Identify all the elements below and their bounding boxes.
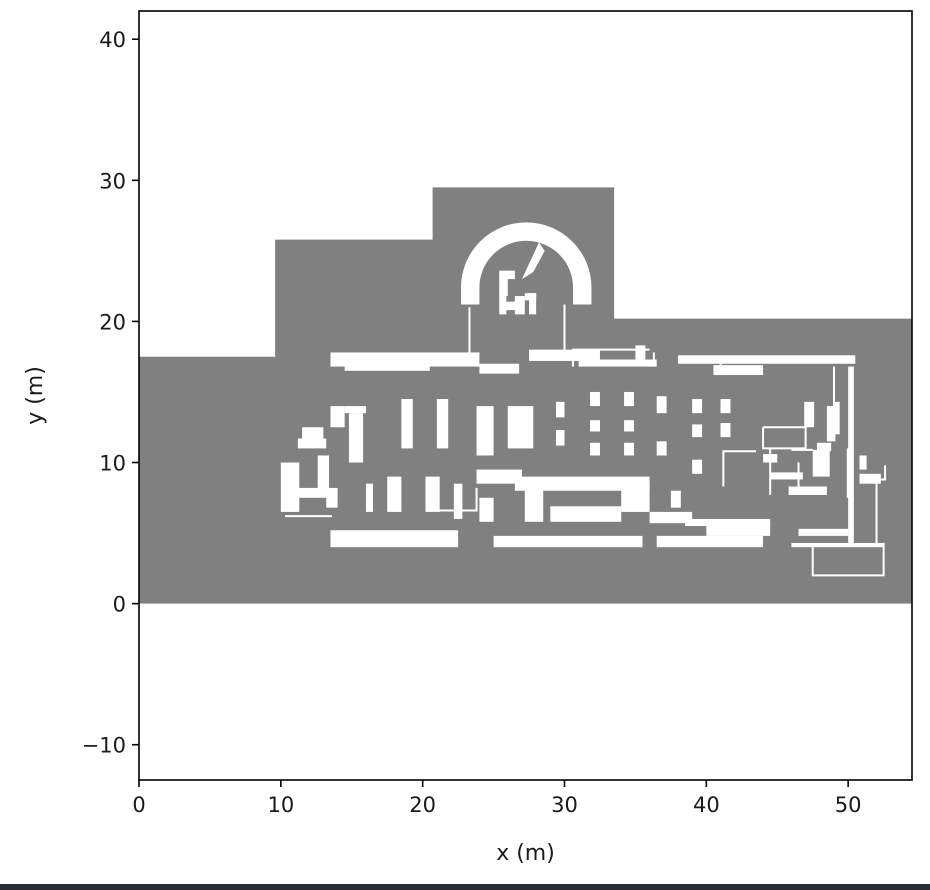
arch-interior-region-0 bbox=[499, 276, 508, 297]
free-region-48 bbox=[493, 535, 643, 548]
y-tick-label-1: 0 bbox=[113, 593, 126, 617]
free-region-49 bbox=[656, 535, 764, 548]
free-region-17 bbox=[590, 420, 600, 432]
free-region-52 bbox=[798, 528, 849, 536]
free-region-64 bbox=[859, 473, 881, 484]
y-axis-label: y (m) bbox=[23, 366, 48, 425]
free-region-5 bbox=[677, 355, 856, 364]
free-region-39 bbox=[476, 469, 522, 484]
free-region-20 bbox=[624, 420, 635, 432]
free-region-8 bbox=[344, 406, 366, 414]
y-tick-label-0: −10 bbox=[82, 734, 126, 758]
free-line-0 bbox=[426, 487, 478, 512]
free-region-63 bbox=[846, 448, 853, 498]
x-tick-label-1: 10 bbox=[267, 793, 294, 817]
free-region-40 bbox=[514, 476, 650, 491]
free-line-3 bbox=[572, 348, 650, 367]
arch-interior-region-1 bbox=[499, 270, 515, 280]
free-region-59 bbox=[804, 401, 815, 428]
free-region-27 bbox=[720, 399, 731, 414]
y-axis-ticks: −10 0 10 20 30 40 bbox=[82, 28, 139, 758]
free-region-25 bbox=[692, 424, 703, 438]
y-tick-label-3: 20 bbox=[99, 310, 126, 334]
free-region-44 bbox=[649, 511, 693, 524]
free-region-38 bbox=[453, 483, 463, 519]
x-tick-label-2: 20 bbox=[409, 793, 436, 817]
free-region-6 bbox=[713, 365, 764, 376]
free-region-37 bbox=[425, 476, 440, 512]
free-region-18 bbox=[590, 442, 600, 456]
arch-interior-region-6 bbox=[504, 301, 520, 311]
free-region-56 bbox=[770, 472, 803, 480]
free-region-29 bbox=[297, 438, 327, 449]
free-region-1 bbox=[479, 363, 520, 374]
y-tick-label-5: 40 bbox=[99, 28, 126, 52]
x-tick-label-4: 40 bbox=[693, 793, 720, 817]
free-region-15 bbox=[555, 430, 565, 446]
map-layer bbox=[139, 187, 912, 604]
free-region-10 bbox=[401, 399, 413, 449]
free-region-22 bbox=[656, 396, 667, 414]
free-region-35 bbox=[365, 483, 374, 512]
free-region-58 bbox=[812, 449, 830, 477]
free-region-2 bbox=[344, 363, 430, 371]
free-region-47 bbox=[330, 530, 459, 548]
free-region-41 bbox=[524, 483, 544, 522]
free-region-26 bbox=[692, 459, 703, 474]
x-axis-ticks: 0 10 20 30 40 50 bbox=[132, 780, 862, 817]
free-region-16 bbox=[590, 391, 600, 407]
free-region-12 bbox=[476, 406, 494, 456]
free-region-46 bbox=[670, 490, 681, 508]
free-region-9 bbox=[348, 413, 364, 463]
free-arch-0 bbox=[460, 222, 592, 305]
x-tick-label-5: 50 bbox=[835, 793, 862, 817]
free-line-6 bbox=[722, 450, 756, 487]
free-region-14 bbox=[555, 401, 565, 418]
free-region-23 bbox=[656, 441, 667, 456]
free-line-9 bbox=[811, 542, 885, 577]
arch-interior-region-5 bbox=[529, 293, 537, 315]
x-tick-label-0: 0 bbox=[132, 793, 145, 817]
free-region-36 bbox=[387, 476, 402, 512]
axes-frame bbox=[138, 10, 913, 781]
free-region-30 bbox=[302, 427, 324, 440]
free-region-51 bbox=[685, 518, 771, 527]
x-tick-label-3: 30 bbox=[551, 793, 578, 817]
free-region-66 bbox=[635, 345, 646, 360]
free-region-62 bbox=[816, 442, 832, 452]
free-region-57 bbox=[788, 486, 827, 495]
arch-interior-region-2 bbox=[499, 293, 507, 315]
free-region-24 bbox=[692, 399, 703, 414]
free-region-4 bbox=[578, 359, 657, 367]
free-region-19 bbox=[624, 391, 635, 407]
free-region-32 bbox=[292, 487, 338, 498]
free-region-61 bbox=[833, 401, 840, 435]
y-tick-label-2: 10 bbox=[99, 452, 126, 476]
free-region-43 bbox=[621, 482, 650, 512]
free-region-7 bbox=[330, 406, 345, 428]
free-line-5 bbox=[762, 426, 807, 450]
arch-interior-region-3 bbox=[514, 296, 525, 315]
free-region-33 bbox=[317, 455, 330, 494]
free-region-28 bbox=[720, 423, 731, 438]
free-region-31 bbox=[280, 462, 300, 512]
axes-area bbox=[138, 10, 913, 781]
free-region-45 bbox=[479, 497, 494, 522]
window-bottom-edge bbox=[0, 884, 930, 890]
free-region-60 bbox=[826, 406, 836, 442]
y-tick-label-4: 30 bbox=[99, 169, 126, 193]
free-region-65 bbox=[859, 455, 867, 470]
free-region-0 bbox=[330, 352, 480, 367]
free-region-42 bbox=[550, 506, 622, 522]
free-region-11 bbox=[436, 399, 449, 449]
arch-notch bbox=[521, 242, 545, 280]
x-axis-label: x (m) bbox=[496, 841, 555, 866]
free-line-10 bbox=[875, 465, 887, 543]
free-region-54 bbox=[791, 542, 884, 548]
free-region-13 bbox=[507, 406, 534, 449]
free-region-34 bbox=[326, 490, 338, 508]
free-region-21 bbox=[624, 442, 635, 456]
